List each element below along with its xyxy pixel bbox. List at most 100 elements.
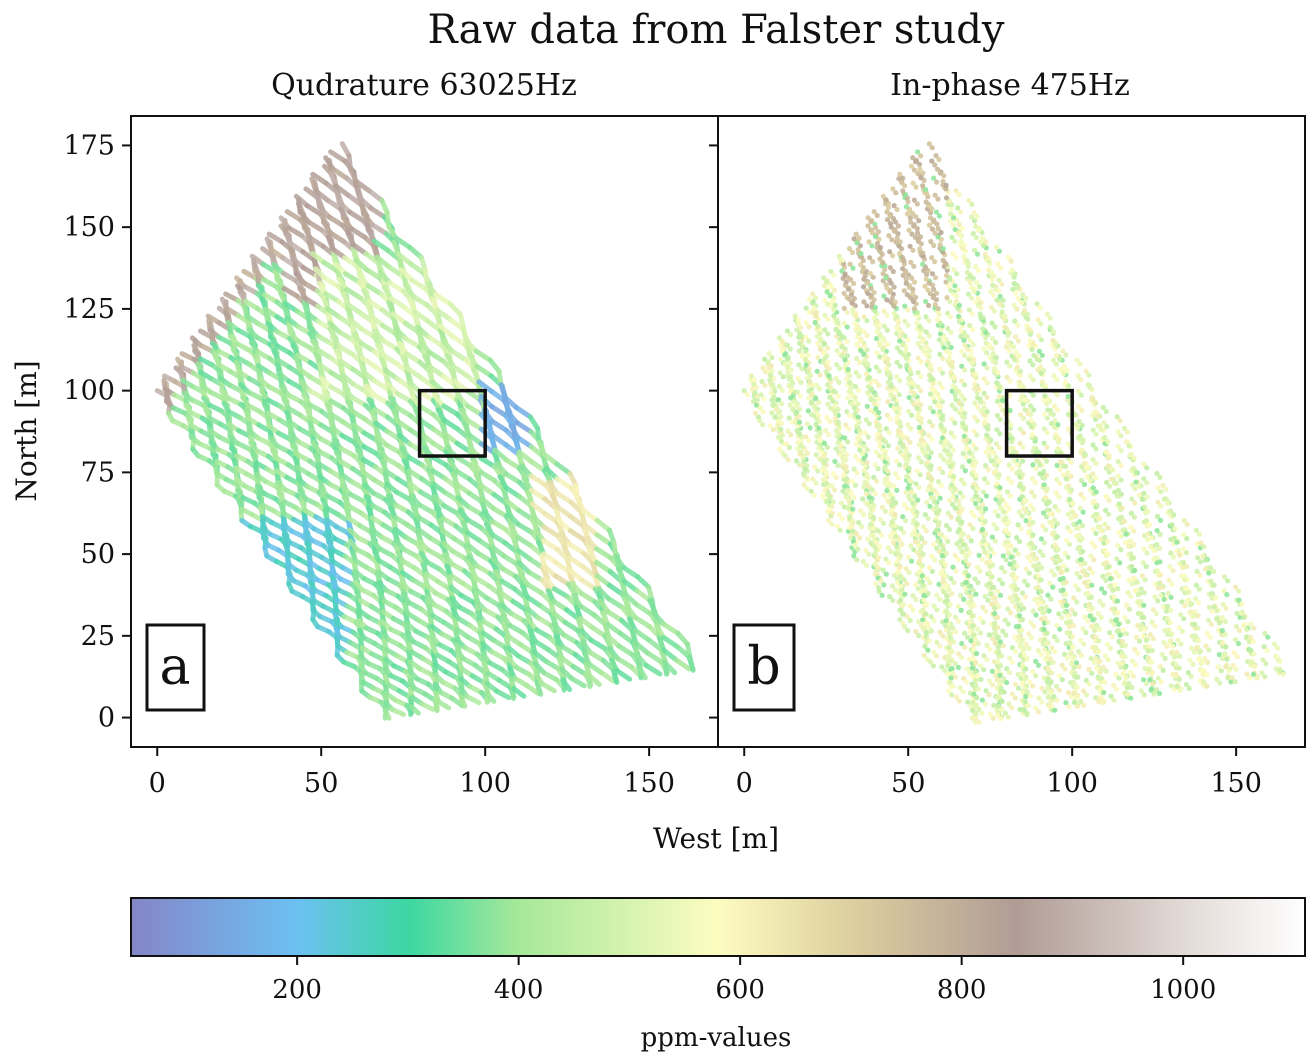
survey-point xyxy=(871,315,877,321)
survey-point xyxy=(931,541,937,548)
survey-point xyxy=(1102,653,1108,659)
survey-line-segment xyxy=(306,219,325,233)
survey-point xyxy=(1025,702,1031,709)
survey-point xyxy=(1024,656,1030,662)
survey-point xyxy=(826,502,832,508)
survey-point xyxy=(1150,681,1156,687)
survey-point xyxy=(927,503,933,509)
survey-line-segment xyxy=(646,637,664,652)
survey-point xyxy=(929,568,936,575)
survey-line-segment xyxy=(454,440,473,455)
survey-point xyxy=(850,528,856,534)
survey-point xyxy=(1033,705,1039,711)
survey-line-segment xyxy=(525,582,544,596)
survey-point xyxy=(955,603,961,610)
survey-point xyxy=(980,489,987,495)
survey-point xyxy=(856,519,862,526)
survey-point xyxy=(967,619,973,625)
survey-point xyxy=(834,523,840,529)
survey-point xyxy=(801,459,807,465)
survey-point xyxy=(892,511,898,517)
survey-point xyxy=(1095,649,1102,655)
survey-point xyxy=(873,406,879,412)
survey-point xyxy=(1043,527,1049,533)
survey-point xyxy=(905,485,911,491)
survey-point xyxy=(997,485,1003,491)
survey-point xyxy=(855,324,861,330)
survey-point xyxy=(835,393,842,399)
survey-line-segment xyxy=(673,657,692,672)
survey-point xyxy=(840,455,846,461)
survey-line-segment xyxy=(395,251,414,267)
survey-line-segment xyxy=(606,582,625,597)
survey-point xyxy=(822,355,828,361)
survey-line-segment xyxy=(374,254,392,270)
survey-point xyxy=(994,659,1001,665)
survey-point xyxy=(840,460,847,466)
survey-point xyxy=(759,378,765,385)
survey-point xyxy=(1010,571,1017,577)
survey-point xyxy=(1003,632,1009,638)
survey-point xyxy=(833,446,839,452)
survey-point xyxy=(901,530,907,536)
survey-line-segment xyxy=(343,271,362,285)
survey-line-segment xyxy=(588,637,607,651)
survey-point xyxy=(827,394,833,400)
survey-point xyxy=(849,249,856,256)
survey-line-segment xyxy=(381,353,400,367)
survey-point xyxy=(1021,578,1028,584)
survey-point xyxy=(916,424,922,431)
survey-point xyxy=(988,546,994,552)
survey-point xyxy=(997,672,1003,678)
survey-point xyxy=(1022,594,1029,600)
survey-point xyxy=(1022,699,1028,705)
survey-point xyxy=(927,659,934,665)
survey-point xyxy=(1058,569,1064,575)
survey-point xyxy=(873,449,880,455)
survey-point xyxy=(1012,547,1018,553)
survey-point xyxy=(982,530,988,537)
survey-line-segment xyxy=(333,183,351,198)
survey-point xyxy=(998,685,1004,691)
survey-point xyxy=(871,289,877,296)
survey-line-segment xyxy=(551,586,571,600)
survey-point xyxy=(1107,645,1114,652)
survey-point xyxy=(967,629,973,635)
survey-point xyxy=(853,423,859,429)
survey-point xyxy=(1009,466,1015,472)
survey-point xyxy=(813,382,820,388)
survey-point xyxy=(1008,479,1014,485)
survey-point xyxy=(843,494,849,500)
survey-point xyxy=(897,363,903,369)
survey-point xyxy=(891,483,897,489)
survey-point xyxy=(942,447,948,453)
survey-point xyxy=(980,619,986,625)
survey-point xyxy=(862,357,868,363)
survey-point xyxy=(926,638,933,644)
survey-point xyxy=(834,347,840,354)
survey-point xyxy=(1014,597,1020,603)
survey-point xyxy=(929,436,935,442)
survey-point xyxy=(1048,698,1054,704)
survey-point xyxy=(879,504,886,510)
survey-point xyxy=(795,376,801,382)
survey-point xyxy=(1019,681,1025,687)
survey-point xyxy=(1062,609,1068,615)
survey-point xyxy=(779,348,785,354)
survey-point xyxy=(887,289,893,295)
survey-point xyxy=(815,468,821,474)
survey-line-segment xyxy=(328,149,348,164)
survey-point xyxy=(879,592,885,598)
survey-point xyxy=(995,614,1001,621)
survey-point xyxy=(753,402,760,408)
survey-point xyxy=(987,558,993,564)
survey-point xyxy=(989,682,996,688)
survey-point xyxy=(1021,708,1027,714)
survey-point xyxy=(1016,509,1022,515)
survey-point xyxy=(877,543,883,550)
survey-point xyxy=(932,399,938,405)
survey-point xyxy=(1067,630,1073,636)
survey-point xyxy=(947,457,953,463)
survey-point xyxy=(1074,599,1080,605)
